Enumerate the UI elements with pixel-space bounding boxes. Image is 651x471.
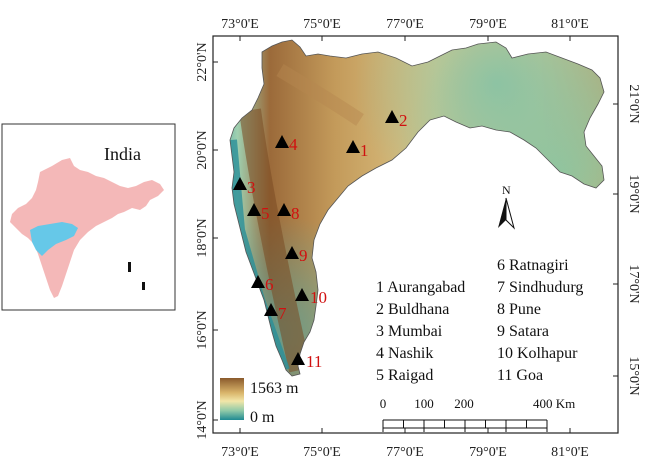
legend-item: 4 Nashik	[376, 345, 433, 362]
site-markers: 1 2 3 4 5 67 8 9 10 11	[233, 110, 408, 371]
latitude-tick-label: 17°0'N	[626, 264, 641, 303]
scale-label: 200	[454, 396, 474, 411]
legend-item: 3 Mumbai	[376, 323, 443, 340]
longitude-ticks-top: 73°0'E 75°0'E 77°0'E 79°0'E 81°0'E	[221, 17, 589, 41]
site-number-label: 10	[310, 288, 327, 307]
longitude-tick-label: 77°0'E	[386, 17, 424, 32]
site-number-label: 6	[265, 275, 274, 294]
site-number-label: 8	[291, 204, 300, 223]
longitude-ticks-bottom: 73°0'E 75°0'E 77°0'E 79°0'E 81°0'E	[221, 428, 589, 460]
scale-bar: 0 100 200 400 Km	[380, 396, 575, 432]
site-triangle-icon	[275, 135, 289, 148]
longitude-tick-label: 73°0'E	[221, 445, 259, 460]
elevation-colorbar	[220, 378, 244, 420]
legend-item: 2 Buldhana	[376, 301, 449, 318]
longitude-tick-label: 77°0'E	[386, 445, 424, 460]
latitude-tick-label: 18°0'N	[195, 218, 210, 257]
site-triangle-icon	[264, 303, 278, 316]
site-triangle-icon	[295, 288, 309, 301]
site-triangle-icon	[251, 275, 265, 288]
latitude-tick-label: 15°0'N	[626, 356, 641, 395]
legend-item: 1 Aurangabad	[376, 279, 465, 296]
site-triangle-icon	[285, 246, 299, 259]
scale-label: 400 Km	[533, 396, 575, 411]
longitude-tick-label: 75°0'E	[303, 445, 341, 460]
legend-item: 10 Kolhapur	[497, 345, 578, 362]
north-arrow-letter: N	[502, 183, 511, 197]
island-mark	[142, 282, 145, 290]
longitude-tick-label: 79°0'E	[469, 445, 507, 460]
north-arrow-icon: N	[498, 183, 515, 230]
site-triangle-icon	[385, 110, 399, 123]
site-legend: 1 Aurangabad 2 Buldhana 3 Mumbai 4 Nashik 5 …	[376, 257, 583, 384]
latitude-tick-label: 16°0'N	[195, 310, 210, 349]
longitude-tick-label: 75°0'E	[303, 17, 341, 32]
island-mark	[128, 262, 131, 272]
site-number-label: 5	[261, 204, 270, 223]
latitude-tick-label: 14°0'N	[195, 400, 210, 439]
legend-item: 6 Ratnagiri	[497, 257, 569, 274]
site-number-label: 1	[360, 141, 369, 160]
latitude-ticks-right: 21°0'N 19°0'N 17°0'N 15°0'N	[613, 84, 641, 396]
latitude-tick-label: 21°0'N	[626, 84, 641, 123]
site-number-label: 7	[278, 304, 287, 323]
inset-country-label: India	[104, 144, 141, 164]
site-triangle-icon	[247, 203, 261, 216]
india-outline	[10, 158, 164, 298]
legend-item: 9 Satara	[497, 323, 549, 340]
longitude-tick-label: 73°0'E	[221, 17, 259, 32]
elevation-max-label: 1563 m	[250, 380, 299, 397]
site-number-label: 9	[299, 246, 308, 265]
site-triangle-icon	[277, 203, 291, 216]
maharashtra-highlight	[30, 222, 78, 256]
site-number-label: 3	[247, 178, 256, 197]
longitude-tick-label: 79°0'E	[469, 17, 507, 32]
site-number-label: 4	[289, 135, 298, 154]
site-number-label: 2	[399, 111, 408, 130]
legend-item: 7 Sindhudurg	[497, 279, 583, 296]
latitude-ticks-left: 22°0'N 20°0'N 18°0'N 16°0'N 14°0'N	[195, 42, 218, 440]
inset-map: India	[1, 123, 176, 311]
scale-label: 0	[380, 396, 387, 411]
legend-item: 5 Raigad	[376, 367, 433, 384]
latitude-tick-label: 22°0'N	[195, 42, 210, 81]
scale-label: 100	[414, 396, 434, 411]
elevation-legend: 1563 m 0 m	[220, 378, 299, 426]
elevation-min-label: 0 m	[250, 409, 275, 426]
latitude-tick-label: 20°0'N	[195, 130, 210, 169]
site-number-label: 11	[306, 352, 322, 371]
legend-item: 8 Pune	[497, 301, 541, 318]
site-triangle-icon	[291, 352, 305, 365]
main-map: 73°0'E 75°0'E 77°0'E 79°0'E 81°0'E 73°0'E 75°…	[195, 17, 641, 460]
latitude-tick-label: 19°0'N	[626, 174, 641, 213]
site-triangle-icon	[346, 140, 360, 153]
longitude-tick-label: 81°0'E	[551, 17, 589, 32]
longitude-tick-label: 81°0'E	[551, 445, 589, 460]
site-triangle-icon	[233, 177, 247, 190]
legend-item: 11 Goa	[497, 367, 543, 384]
